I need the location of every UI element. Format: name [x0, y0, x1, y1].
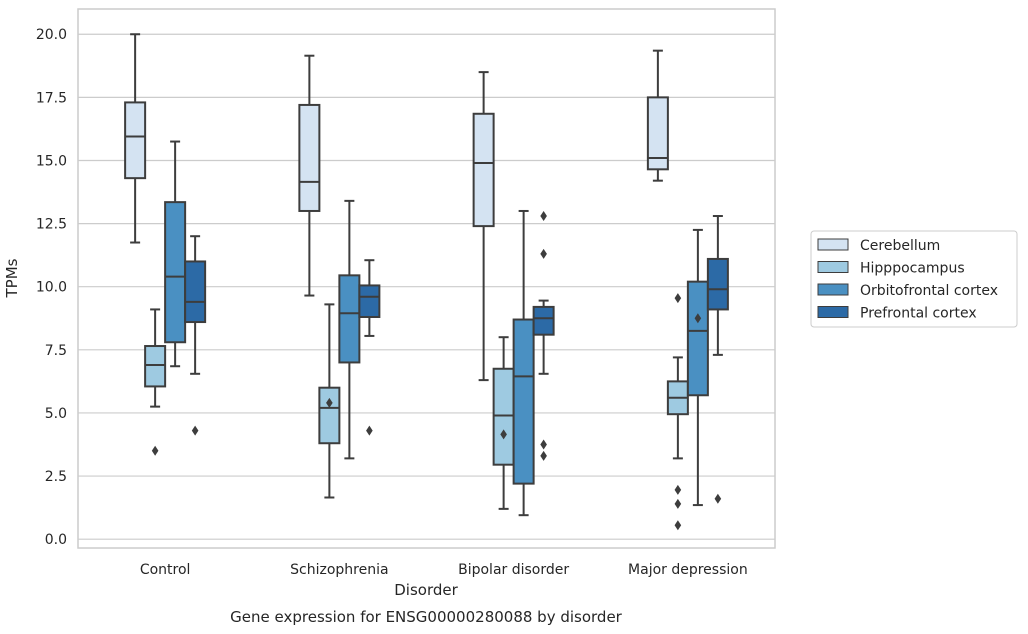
y-tick-label: 5.0: [45, 406, 67, 422]
x-axis-ticks: Control Schizophrenia Bipolar disorder Majo…: [140, 562, 748, 578]
y-axis-title: TPMs: [3, 258, 21, 298]
box-group: [666, 293, 689, 531]
box-group: [472, 71, 495, 382]
box: [338, 274, 361, 364]
box-group: [184, 235, 207, 436]
outlier-point: [540, 211, 547, 222]
y-tick-label: 7.5: [45, 343, 67, 359]
box: [512, 318, 535, 485]
outlier-point: [674, 293, 682, 304]
legend-swatch: [817, 261, 849, 273]
box: [472, 112, 495, 228]
outlier-point: [540, 439, 547, 450]
boxes: [124, 33, 729, 531]
box: [144, 345, 167, 388]
box: [124, 101, 147, 180]
outlier-point: [540, 450, 547, 461]
box: [358, 284, 381, 319]
outlier-point: [366, 425, 373, 436]
box: [706, 257, 729, 311]
x-axis-title: Disorder: [394, 581, 458, 599]
box: [532, 305, 555, 336]
box-group: [338, 199, 361, 460]
outlier-point: [674, 484, 682, 495]
box: [318, 386, 341, 445]
box-group: [318, 303, 341, 499]
box: [298, 103, 321, 212]
legend-label: Hipppocampus: [860, 261, 965, 277]
y-axis-ticks: 0.0 2.5 5.0 7.5 10.0 12.5 15.0 17.5 20.0: [36, 27, 67, 548]
legend: Cerebellum Hipppocampus Orbitofrontal cort…: [810, 230, 1018, 328]
x-tick-label: Bipolar disorder: [458, 562, 569, 578]
x-tick-label: Schizophrenia: [290, 562, 388, 578]
box: [646, 96, 669, 171]
box-group: [492, 336, 515, 510]
box-group: [706, 215, 729, 504]
x-tick-label: Control: [140, 562, 191, 578]
legend-frame: [810, 230, 1018, 328]
outlier-point: [674, 520, 682, 531]
box-group: [512, 209, 535, 517]
y-tick-label: 17.5: [36, 90, 67, 106]
box: [164, 201, 187, 344]
legend-swatch: [817, 306, 849, 318]
chart-caption: Gene expression for ENSG00000280088 by d…: [230, 608, 623, 626]
outlier-point: [674, 498, 682, 509]
y-tick-label: 15.0: [36, 153, 67, 169]
legend-label: Cerebellum: [860, 238, 940, 254]
legend-swatch: [817, 238, 849, 251]
box-group: [686, 228, 709, 507]
box-group: [144, 308, 167, 456]
box-group: [646, 49, 669, 182]
x-tick-label: Major depression: [628, 562, 748, 578]
box-group: [298, 54, 321, 297]
box-group: [164, 140, 187, 368]
outlier-point: [694, 313, 702, 324]
y-tick-label: 0.0: [45, 532, 67, 548]
box: [686, 280, 709, 397]
y-tick-label: 2.5: [45, 469, 67, 485]
y-tick-label: 12.5: [36, 217, 67, 233]
y-tick-label: 10.0: [36, 280, 67, 296]
outlier-point: [326, 397, 333, 408]
box: [492, 367, 515, 466]
legend-label: Prefrontal cortex: [860, 306, 977, 322]
outlier-point: [714, 493, 722, 504]
box: [184, 260, 207, 324]
box-group: [124, 33, 147, 244]
legend-label: Orbitofrontal cortex: [860, 283, 998, 299]
outlier-point: [151, 445, 159, 456]
box-group: [358, 259, 381, 436]
outlier-point: [540, 248, 547, 259]
y-tick-label: 20.0: [36, 27, 67, 43]
legend-swatch: [817, 283, 849, 296]
box-group: [532, 211, 555, 461]
outlier-point: [191, 425, 199, 436]
plot-area-frame: [77, 8, 776, 549]
outlier-point: [500, 429, 507, 440]
